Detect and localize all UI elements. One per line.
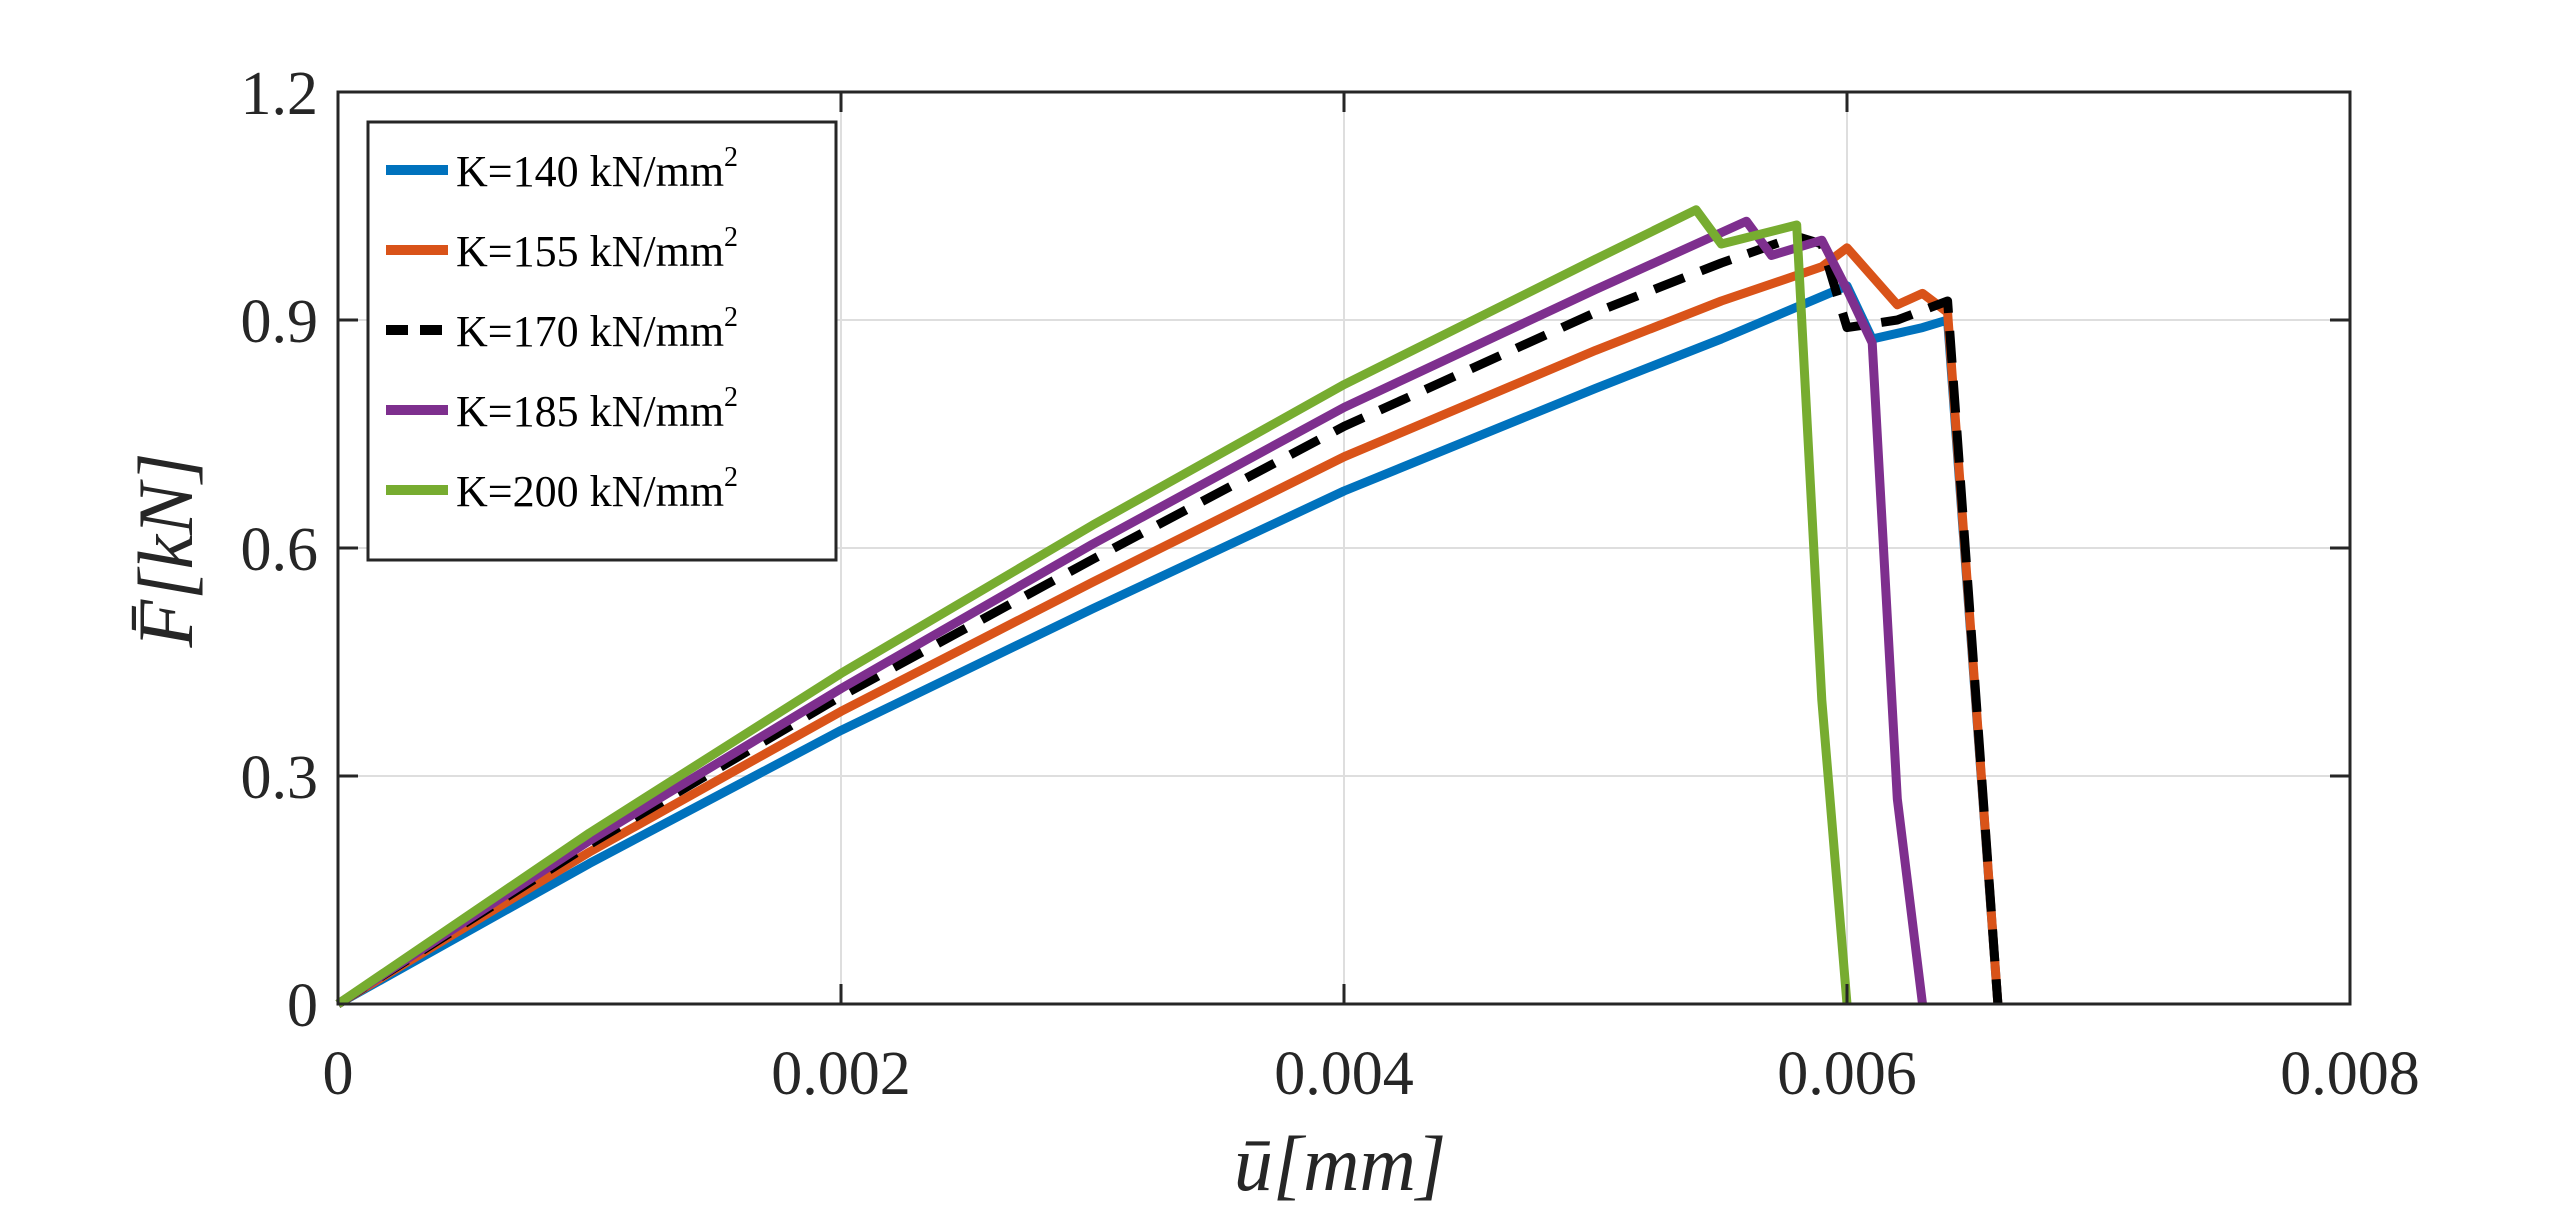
legend-entry: K=170 kN/mm2 [456, 302, 738, 356]
y-tick-label: 0.3 [241, 744, 319, 812]
y-axis-label: F̄[kN] [122, 453, 209, 649]
legend-superscript: 2 [724, 142, 738, 173]
legend-superscript: 2 [724, 222, 738, 253]
legend: K=140 kN/mm2 K=155 kN/mm2 K=170 kN/mm2 K=18… [366, 120, 838, 562]
series-line-5 [335, 205, 1852, 1008]
y-tick-label: 0.9 [241, 288, 319, 356]
x-axis-label: ū[mm] [1234, 1120, 1446, 1207]
y-tick-label: 0.6 [241, 516, 319, 584]
x-tick-label: 0.004 [1274, 1040, 1414, 1108]
legend-entry: K=140 kN/mm2 [456, 142, 738, 196]
legend-entry: K=185 kN/mm2 [456, 382, 738, 436]
series-line-3 [335, 231, 2003, 1008]
x-tick-labels: 0 0.002 0.004 0.006 0.008 [323, 1040, 2420, 1108]
y-tick-label: 0 [287, 972, 318, 1040]
series-line-1 [335, 281, 2003, 1008]
legend-superscript: 2 [724, 382, 738, 413]
legend-superscript: 2 [724, 462, 738, 493]
x-tick-label: 0.002 [771, 1040, 911, 1108]
y-tick-labels: 0 0.3 0.6 0.9 1.2 [241, 60, 319, 1040]
plot-lines [335, 205, 2003, 1008]
x-tick-label: 0.008 [2280, 1040, 2420, 1108]
y-tick-label: 1.2 [241, 60, 319, 128]
series-line-2 [335, 243, 2003, 1008]
x-tick-label: 0.006 [1777, 1040, 1917, 1108]
x-tick-label: 0 [323, 1040, 354, 1108]
legend-entry: K=200 kN/mm2 [456, 462, 738, 516]
legend-entry: K=155 kN/mm2 [456, 222, 738, 276]
series-line-4 [335, 216, 1927, 1008]
legend-superscript: 2 [724, 302, 738, 333]
axis-ticks [336, 90, 2352, 1006]
